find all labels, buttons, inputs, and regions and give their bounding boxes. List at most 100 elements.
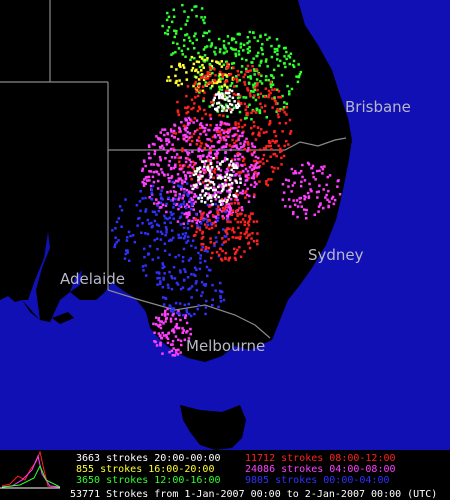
lightning-stroke — [237, 122, 240, 125]
lightning-stroke — [250, 152, 254, 155]
lightning-stroke — [171, 313, 174, 317]
lightning-stroke — [226, 169, 230, 172]
lightning-stroke — [180, 343, 183, 347]
lightning-stroke — [227, 212, 231, 216]
lightning-stroke — [236, 164, 240, 168]
lightning-stroke — [170, 166, 173, 170]
lightning-stroke — [238, 153, 242, 156]
lightning-stroke — [185, 308, 188, 312]
lightning-stroke — [221, 176, 224, 179]
lightning-stroke — [242, 43, 246, 47]
lightning-stroke — [204, 133, 208, 136]
lightning-stroke — [237, 171, 240, 174]
lightning-stroke — [231, 108, 234, 111]
lightning-stroke — [228, 210, 231, 214]
lightning-stroke — [186, 193, 189, 196]
lightning-stroke — [248, 217, 252, 221]
lightning-stroke — [239, 231, 243, 235]
lightning-stroke — [264, 78, 268, 82]
lightning-stroke — [143, 255, 146, 259]
lightning-stroke — [127, 230, 131, 234]
lightning-stroke — [258, 73, 261, 76]
lightning-stroke — [176, 311, 179, 314]
lightning-stroke — [186, 222, 190, 225]
lightning-stroke — [148, 170, 151, 173]
lightning-stroke — [188, 158, 191, 162]
lightning-stroke — [216, 128, 219, 131]
lightning-stroke — [194, 282, 198, 285]
lightning-stroke — [194, 80, 197, 84]
lightning-stroke — [190, 184, 193, 188]
lightning-stroke — [237, 202, 240, 205]
lightning-stroke — [216, 209, 219, 212]
lightning-stroke — [207, 187, 210, 191]
lightning-stroke — [221, 206, 225, 210]
lightning-stroke — [235, 166, 238, 170]
lightning-stroke — [176, 137, 180, 141]
lightning-stroke — [234, 236, 237, 239]
lightning-stroke — [170, 134, 174, 138]
lightning-stroke — [248, 40, 251, 43]
lightning-stroke — [327, 189, 330, 193]
lightning-stroke — [169, 211, 172, 214]
lightning-stroke — [187, 337, 191, 340]
lightning-stroke — [194, 172, 198, 176]
lightning-stroke — [174, 156, 177, 159]
lightning-stroke — [250, 126, 253, 130]
lightning-stroke — [298, 197, 301, 200]
lightning-stroke — [203, 127, 207, 130]
lightning-stroke — [267, 89, 271, 93]
lightning-stroke — [225, 142, 228, 146]
lightning-stroke — [210, 81, 213, 85]
lightning-stroke — [287, 198, 291, 201]
lightning-stroke — [227, 218, 230, 222]
lightning-stroke — [196, 94, 200, 98]
lightning-stroke — [232, 92, 236, 96]
gulf — [70, 270, 82, 292]
lightning-stroke — [126, 236, 129, 239]
lightning-stroke — [223, 130, 226, 133]
lightning-stroke — [248, 166, 252, 169]
lightning-stroke — [332, 202, 336, 206]
lightning-stroke — [206, 215, 210, 218]
lightning-stroke — [315, 190, 319, 194]
lightning-stroke — [237, 100, 240, 103]
lightning-stroke — [196, 227, 199, 230]
lightning-stroke — [209, 241, 212, 244]
lightning-stroke — [225, 173, 229, 176]
lightning-stroke — [193, 266, 197, 270]
lightning-stroke — [225, 171, 229, 174]
lightning-stroke — [235, 209, 238, 212]
lightning-stroke — [190, 171, 194, 175]
lightning-stroke — [277, 144, 280, 147]
lightning-stroke — [251, 145, 254, 148]
lightning-stroke — [167, 140, 171, 144]
lightning-stroke — [271, 83, 275, 86]
lightning-stroke — [239, 142, 242, 145]
lightning-stroke — [236, 162, 239, 165]
lightning-stroke — [288, 132, 292, 135]
lightning-stroke — [164, 216, 167, 220]
lightning-stroke — [189, 287, 192, 290]
lightning-stroke — [236, 80, 239, 83]
lightning-stroke — [198, 267, 202, 271]
lightning-stroke — [171, 343, 174, 346]
lightning-stroke — [255, 68, 258, 71]
lightning-stroke — [215, 154, 218, 157]
lightning-stroke — [156, 202, 159, 206]
lightning-stroke — [231, 96, 235, 99]
lightning-stroke — [245, 193, 249, 197]
lightning-stroke — [215, 165, 219, 168]
lightning-stroke — [245, 228, 249, 231]
lightning-stroke — [319, 203, 322, 207]
lightning-stroke — [223, 235, 226, 238]
lightning-stroke — [188, 190, 191, 193]
lightning-stroke — [213, 94, 217, 97]
lightning-stroke — [324, 196, 327, 199]
lightning-stroke — [305, 208, 308, 212]
lightning-stroke — [230, 89, 234, 93]
lightning-stroke — [253, 170, 257, 174]
lightning-stroke — [220, 146, 224, 149]
lightning-stroke — [248, 246, 252, 250]
lightning-stroke — [221, 237, 224, 240]
